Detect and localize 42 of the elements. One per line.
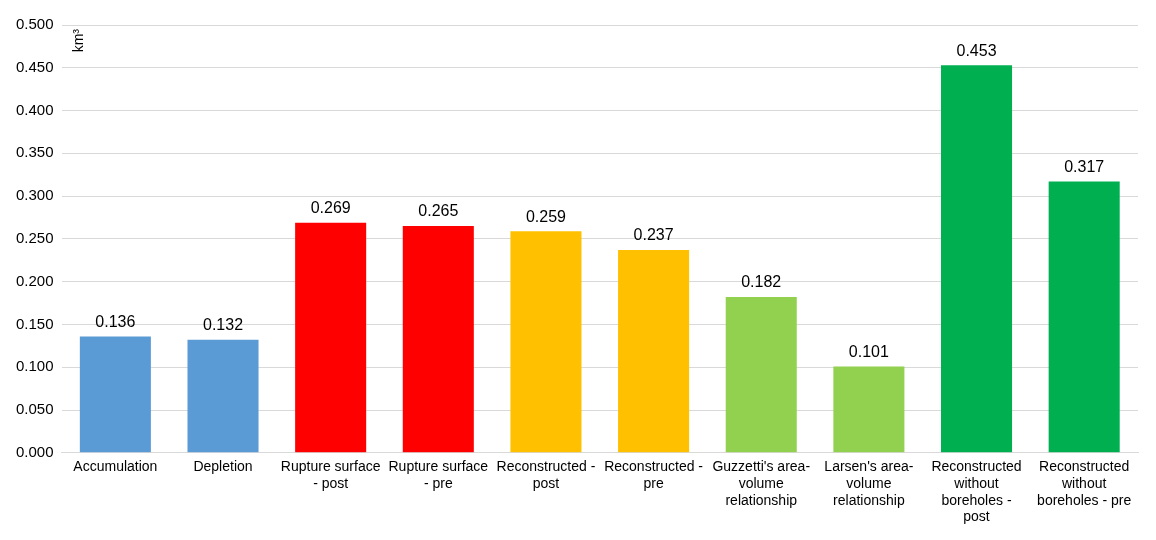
data-label: 0.132 bbox=[202, 316, 244, 334]
bar bbox=[618, 250, 690, 453]
bar bbox=[79, 336, 151, 453]
bar bbox=[295, 222, 367, 453]
x-tick-label: Depletion bbox=[193, 458, 253, 475]
data-label: 0.317 bbox=[1064, 157, 1105, 175]
x-tick-label: Accumulation bbox=[73, 458, 158, 475]
bar bbox=[402, 226, 474, 453]
y-tick-label: 0.100 bbox=[15, 357, 54, 375]
y-tick-label: 0.000 bbox=[15, 442, 54, 460]
y-tick-label: 0.150 bbox=[15, 314, 54, 332]
x-tick-label: Rupture surface - post bbox=[280, 458, 381, 491]
y-tick-label: 0.250 bbox=[15, 229, 54, 247]
y-tick-label: 0.200 bbox=[15, 271, 54, 289]
y-tick-label: 0.300 bbox=[15, 186, 54, 204]
data-label: 0.265 bbox=[418, 202, 459, 220]
x-tick-label: Reconstructed - pre bbox=[604, 458, 704, 491]
x-tick-label: Rupture surface - pre bbox=[388, 458, 489, 491]
x-tick-label: Reconstructed without boreholes - post bbox=[931, 458, 1022, 525]
data-label: 0.259 bbox=[525, 207, 567, 225]
bar bbox=[1048, 181, 1120, 453]
y-tick-label: 0.050 bbox=[15, 400, 54, 418]
data-label: 0.136 bbox=[95, 312, 136, 330]
bar bbox=[510, 231, 582, 453]
data-label: 0.269 bbox=[310, 199, 351, 217]
y-axis-title: km³ bbox=[70, 28, 87, 53]
bar bbox=[833, 366, 905, 453]
y-tick-label: 0.400 bbox=[15, 100, 54, 118]
data-label: 0.182 bbox=[741, 273, 782, 291]
y-tick-label: 0.500 bbox=[15, 15, 54, 33]
bar bbox=[187, 339, 259, 453]
y-tick-label: 0.350 bbox=[15, 143, 54, 161]
x-tick-label: Guzzetti's area-volume relationship bbox=[712, 458, 811, 508]
x-tick-label: Reconstructed - post bbox=[496, 458, 596, 491]
bar bbox=[941, 65, 1013, 453]
data-label: 0.101 bbox=[848, 342, 889, 360]
y-tick-label: 0.450 bbox=[15, 57, 54, 75]
x-tick-label: Reconstructed without boreholes - pre bbox=[1037, 458, 1132, 508]
x-tick-label: Larsen's area-volume relationship bbox=[824, 458, 914, 508]
bar bbox=[725, 297, 797, 453]
data-label: 0.237 bbox=[633, 226, 674, 244]
data-label: 0.453 bbox=[956, 41, 997, 59]
